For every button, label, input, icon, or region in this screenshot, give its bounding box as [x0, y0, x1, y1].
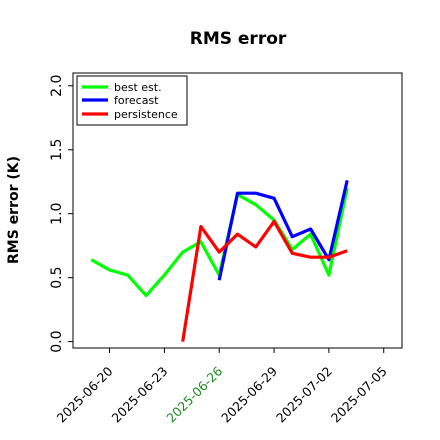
legend-label-forecast: forecast: [114, 94, 159, 107]
series-line-forecast: [217, 180, 349, 281]
y-tick-label: 1.0: [49, 203, 65, 225]
legend-label-best-est: best est.: [114, 81, 162, 94]
y-tick-label: 1.5: [49, 139, 65, 161]
x-tick-label: 2025-06-23: [109, 364, 171, 426]
x-tick-label: 2025-06-29: [218, 363, 280, 425]
x-tick-label: 2025-06-20: [54, 363, 116, 425]
chart-title: RMS error: [190, 29, 287, 49]
x-tick-label: 2025-07-05: [328, 364, 390, 426]
x-tick-label: 2025-06-26: [163, 363, 225, 425]
y-tick-label: 0.0: [49, 330, 65, 352]
x-axis-ticks: 2025-06-202025-06-232025-06-262025-06-29…: [54, 348, 390, 425]
series-layer: [90, 180, 349, 342]
series-line-persistence: [181, 219, 348, 342]
x-tick-label: 2025-07-02: [273, 364, 335, 426]
y-axis-ticks: 0.0 0.5 1.0 1.5 2.0: [49, 75, 73, 353]
y-axis-label: RMS error (K): [6, 156, 22, 264]
y-tick-label: 0.5: [49, 267, 65, 289]
legend: best est. forecast persistence: [76, 75, 188, 126]
plot-frame: [72, 72, 403, 349]
y-tick-label: 2.0: [49, 75, 65, 97]
legend-label-persistence: persistence: [114, 108, 178, 121]
